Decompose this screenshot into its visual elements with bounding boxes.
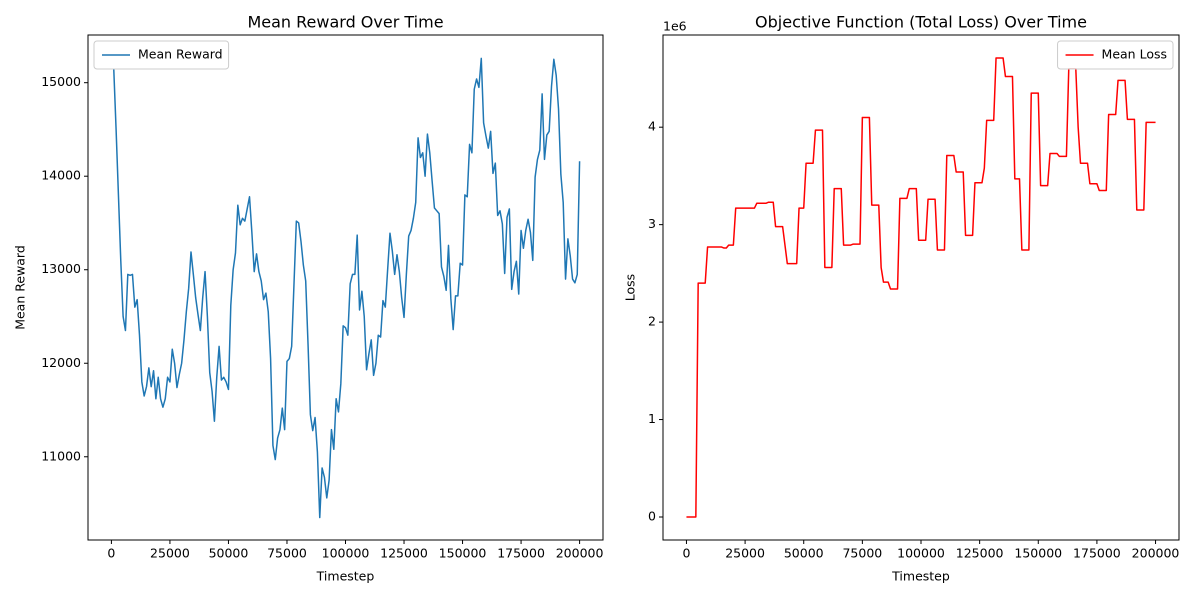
y-tick-label: 1 (648, 411, 656, 426)
legend-label: Mean Loss (1102, 47, 1167, 62)
axes-frame (87, 34, 604, 541)
x-tick-label: 200000 (556, 546, 604, 561)
x-tick-label: 25000 (150, 546, 190, 561)
x-tick-label: 50000 (209, 546, 249, 561)
x-tick-label: 75000 (842, 546, 882, 561)
x-tick-label: 175000 (1073, 546, 1121, 561)
x-tick-label: 125000 (956, 546, 1004, 561)
x-tick-label: 50000 (784, 546, 824, 561)
y-tick-label: 0 (648, 509, 656, 524)
x-axis-label: Timestep (316, 569, 375, 584)
y-tick-label: 15000 (41, 74, 81, 89)
chart-title: Objective Function (Total Loss) Over Tim… (755, 13, 1087, 32)
legend-box (93, 40, 230, 70)
legend-label: Mean Reward (138, 47, 223, 62)
legend: Mean Loss (1057, 40, 1174, 70)
x-tick-label: 150000 (439, 546, 487, 561)
x-tick-label: 25000 (725, 546, 765, 561)
x-axis-label: Timestep (891, 569, 950, 584)
y-axis-label: Loss (623, 274, 638, 301)
x-tick-label: 150000 (1014, 546, 1062, 561)
line (113, 57, 581, 519)
y-axis-label: Mean Reward (13, 245, 28, 330)
chart-title: Mean Reward Over Time (247, 13, 443, 32)
y-tick-label: 3 (648, 216, 656, 231)
legend: Mean Reward (93, 40, 230, 70)
x-tick-label: 175000 (497, 546, 545, 561)
legend-box (1057, 40, 1174, 70)
x-tick-label: 125000 (380, 546, 428, 561)
y-tick-label: 14000 (41, 168, 81, 183)
y-tick-label: 11000 (41, 448, 81, 463)
y-tick-label: 13000 (41, 261, 81, 276)
x-tick-label: 100000 (897, 546, 945, 561)
line (686, 57, 1156, 518)
x-tick-label: 200000 (1132, 546, 1180, 561)
y-offset-label: 1e6 (663, 19, 687, 34)
y-tick-label: 12000 (41, 355, 81, 370)
axes-frame (662, 34, 1180, 541)
y-tick-label: 4 (648, 119, 656, 134)
x-tick-label: 75000 (267, 546, 307, 561)
x-tick-label: 0 (682, 546, 690, 561)
x-tick-label: 100000 (322, 546, 370, 561)
y-tick-label: 2 (648, 314, 656, 329)
x-tick-label: 0 (107, 546, 115, 561)
